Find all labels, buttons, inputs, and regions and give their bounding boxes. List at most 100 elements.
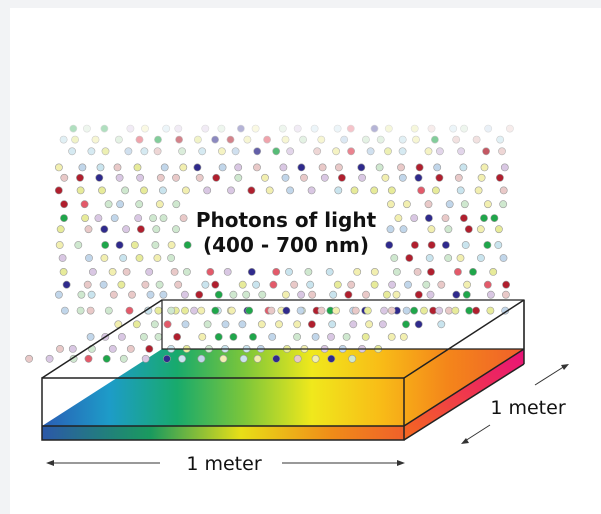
photon-dot [45, 354, 54, 363]
photon-dot [77, 290, 86, 299]
photon-dot [118, 332, 126, 341]
photon-dot [499, 200, 508, 209]
photon-dot [211, 280, 220, 289]
photon-dot [329, 290, 338, 299]
photon-dot [155, 200, 164, 209]
photon-dot [83, 280, 92, 289]
photon-dot [59, 135, 68, 144]
photon-dot [101, 147, 110, 156]
photon-dot [413, 267, 422, 276]
photon-dot [115, 173, 124, 182]
photon-dot [320, 173, 329, 182]
photon-dot [201, 280, 210, 289]
photon-dot [311, 354, 320, 363]
photon-dot [91, 135, 100, 144]
photon-dot [150, 320, 159, 329]
photon-dot [87, 290, 96, 299]
photon-dot [390, 254, 399, 262]
photon-dot [414, 290, 423, 299]
photon-dot [126, 124, 135, 133]
photon-dot [328, 320, 337, 329]
photon-dot [340, 135, 349, 144]
photon-dot [110, 214, 119, 222]
photon-dot [56, 225, 65, 234]
photon-dot [414, 320, 423, 329]
photon-dot [193, 135, 202, 144]
photon-dot [198, 332, 207, 341]
photon-dot [133, 163, 142, 172]
photon-dot [214, 332, 223, 341]
photon-dot [496, 135, 505, 144]
photon-dot [308, 290, 317, 299]
photon-dot [162, 354, 171, 363]
photon-dot [452, 290, 461, 299]
photon-dot [167, 306, 176, 315]
photon-dot [307, 186, 316, 195]
photon-dot [444, 254, 453, 262]
photon-dot [108, 344, 117, 353]
photon-dot [243, 135, 252, 144]
photon-dot [398, 173, 407, 182]
photon-dot [68, 344, 77, 353]
photon-dot [311, 332, 320, 341]
photon-dot [141, 280, 150, 289]
photon-dot [195, 290, 204, 299]
photon-dot [181, 320, 190, 329]
photon-dot [441, 214, 450, 222]
photon-dot [449, 124, 458, 133]
photon-dot [370, 186, 379, 195]
photon-dot [238, 280, 247, 289]
photon-dot [388, 280, 396, 289]
photon-dot [84, 225, 93, 234]
photon-dot [350, 186, 359, 195]
photon-dot [252, 280, 260, 289]
photon-dot [170, 267, 179, 276]
photon-dot [146, 290, 155, 299]
photon-dot [239, 354, 248, 363]
photon-dot [427, 225, 436, 234]
photon-dot [125, 306, 134, 315]
photon-dot [317, 135, 326, 144]
photon-dot [227, 306, 236, 315]
photon-dot [74, 241, 83, 249]
photon-dot [211, 306, 220, 315]
photon-dot [59, 267, 68, 276]
photon-dot [358, 173, 366, 182]
photon-dot [480, 163, 489, 172]
photon-dot [426, 290, 435, 299]
photon-dot [251, 124, 260, 133]
photon-dot [427, 124, 436, 133]
photon-dot [132, 320, 141, 329]
photon-dot [211, 135, 219, 144]
photon-dot [489, 267, 498, 276]
photon-dot [253, 354, 262, 363]
photon-dot [427, 267, 435, 276]
photon-dot [476, 225, 485, 234]
photon-dot [135, 254, 144, 262]
photon-dot [182, 267, 191, 276]
photon-dot [100, 254, 109, 262]
photon-dot [437, 320, 446, 329]
photon-dot [268, 332, 277, 341]
photon-dot [81, 214, 89, 222]
photon-dot [197, 306, 206, 315]
photon-dot [86, 332, 95, 341]
photon-dot [126, 344, 135, 353]
photon-dot [62, 280, 71, 289]
photon-dot [465, 306, 474, 315]
photon-dot [76, 306, 85, 315]
photon-dot [173, 332, 181, 341]
photon-dot [425, 254, 434, 262]
photon-dot [424, 214, 433, 222]
photon-dot [385, 241, 394, 249]
photon-dot [346, 124, 355, 133]
spectrum-front-strip [42, 426, 404, 440]
photon-dot [410, 306, 418, 315]
photon-dot [501, 290, 510, 299]
photon-dot [333, 124, 342, 133]
photon-dot [384, 124, 393, 133]
photon-dot [337, 173, 346, 182]
photon-dot [306, 280, 315, 289]
photon-dot [167, 241, 176, 249]
